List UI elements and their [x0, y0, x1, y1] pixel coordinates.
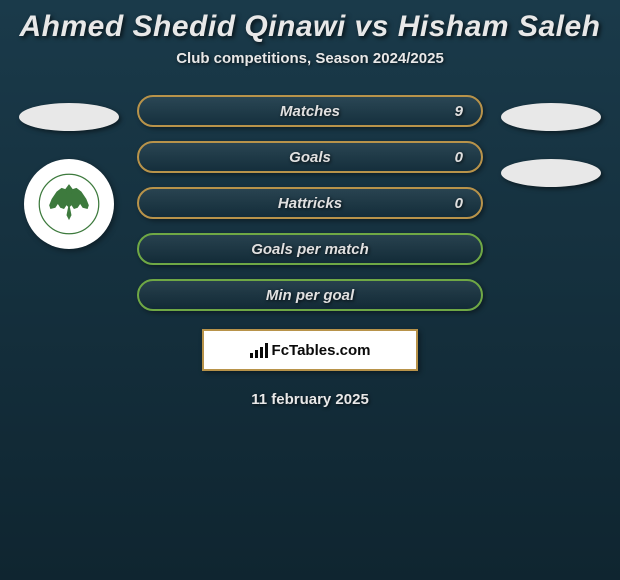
stat-bar-hattricks: Hattricks 0 — [137, 187, 483, 219]
stat-bars-column: Matches 9 Goals 0 Hattricks 0 Goals per … — [137, 95, 483, 311]
stat-bar-min-per-goal: Min per goal — [137, 279, 483, 311]
stat-label: Goals per match — [251, 241, 369, 258]
eagle-badge-icon — [38, 173, 100, 235]
comparison-title: Ahmed Shedid Qinawi vs Hisham Saleh — [0, 0, 620, 50]
stat-label: Goals — [289, 149, 331, 166]
left-side-column — [16, 95, 122, 249]
comparison-subtitle: Club competitions, Season 2024/2025 — [0, 50, 620, 67]
player2-club-placeholder — [501, 159, 601, 187]
player1-club-badge — [24, 159, 114, 249]
source-site-label: FcTables.com — [272, 342, 371, 359]
stat-label: Hattricks — [278, 195, 342, 212]
stat-value: 0 — [455, 149, 463, 166]
stat-label: Matches — [280, 103, 340, 120]
stat-value: 9 — [455, 103, 463, 120]
stat-value: 0 — [455, 195, 463, 212]
report-date: 11 february 2025 — [0, 391, 620, 408]
right-side-column — [498, 95, 604, 187]
stat-bar-matches: Matches 9 — [137, 95, 483, 127]
stat-bar-goals-per-match: Goals per match — [137, 233, 483, 265]
player1-avatar-placeholder — [19, 103, 119, 131]
chart-icon — [250, 343, 268, 358]
stat-bar-goals: Goals 0 — [137, 141, 483, 173]
stats-area: Matches 9 Goals 0 Hattricks 0 Goals per … — [0, 95, 620, 311]
source-badge[interactable]: FcTables.com — [202, 329, 418, 371]
player2-avatar-placeholder — [501, 103, 601, 131]
stat-label: Min per goal — [266, 287, 354, 304]
